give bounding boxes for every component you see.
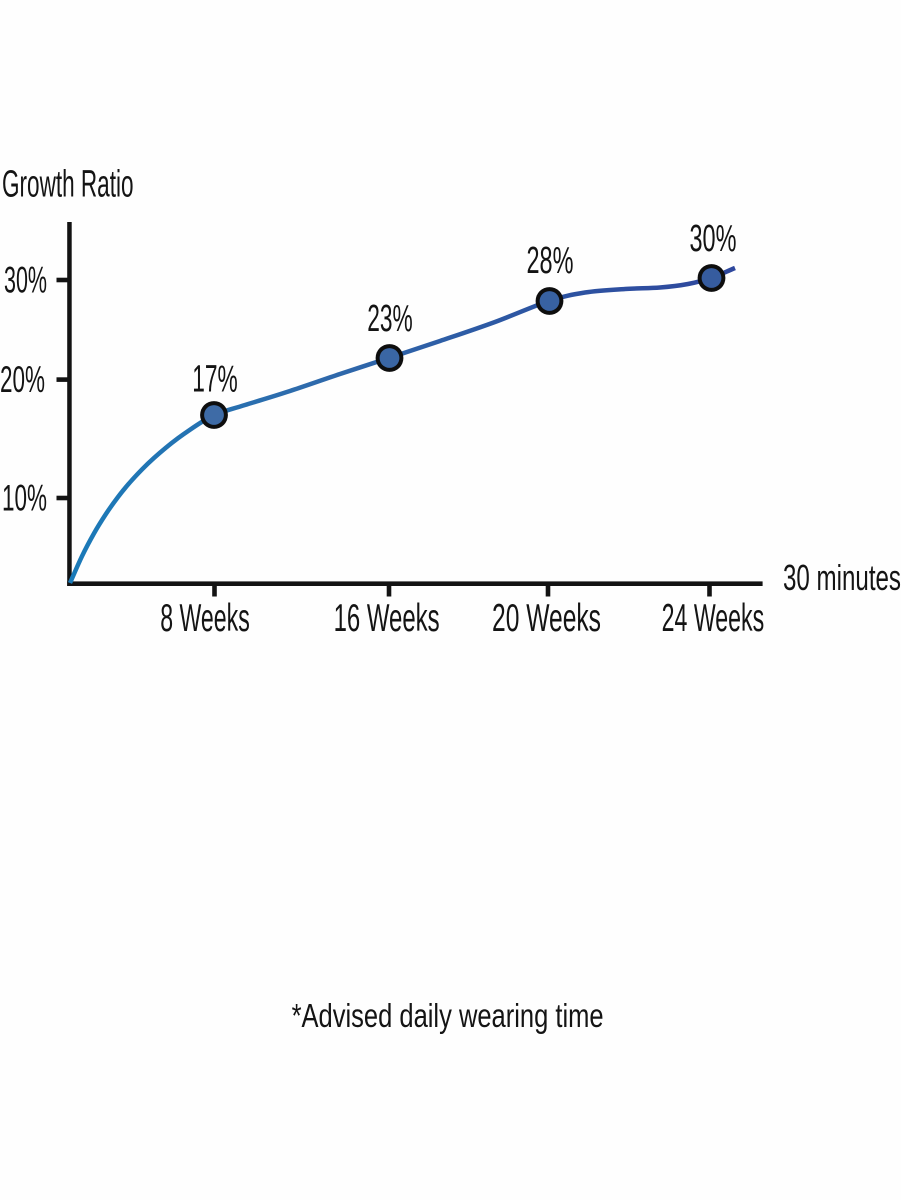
svg-text:Growth Ratio: Growth Ratio: [2, 164, 134, 206]
svg-text:10%: 10%: [2, 478, 47, 519]
svg-text:8 Weeks: 8 Weeks: [160, 597, 250, 640]
svg-text:28%: 28%: [527, 240, 574, 282]
svg-text:24 Weeks: 24 Weeks: [662, 597, 765, 640]
svg-text:20 Weeks: 20 Weeks: [492, 597, 601, 640]
svg-text:20%: 20%: [0, 359, 45, 400]
svg-text:30 minutes: 30 minutes: [783, 557, 901, 598]
svg-text:*Advised daily wearing time: *Advised daily wearing time: [292, 998, 604, 1035]
svg-text:23%: 23%: [367, 298, 413, 340]
svg-text:30%: 30%: [690, 218, 737, 260]
svg-text:30%: 30%: [4, 260, 47, 301]
svg-text:16 Weeks: 16 Weeks: [334, 597, 440, 640]
svg-text:17%: 17%: [192, 359, 238, 401]
